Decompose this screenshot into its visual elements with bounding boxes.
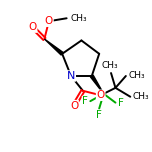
Text: O: O <box>28 22 37 32</box>
Text: CH₃: CH₃ <box>102 61 119 70</box>
Text: N: N <box>67 71 75 81</box>
Text: O: O <box>97 90 105 100</box>
Text: CH₃: CH₃ <box>70 14 87 23</box>
Polygon shape <box>44 39 63 55</box>
Text: O: O <box>70 101 78 111</box>
Text: O: O <box>45 16 53 26</box>
Text: F: F <box>96 110 102 120</box>
Text: CH₃: CH₃ <box>128 71 145 81</box>
Text: CH₃: CH₃ <box>133 92 149 101</box>
Polygon shape <box>90 75 104 94</box>
Text: F: F <box>82 96 88 106</box>
Text: F: F <box>118 98 124 108</box>
